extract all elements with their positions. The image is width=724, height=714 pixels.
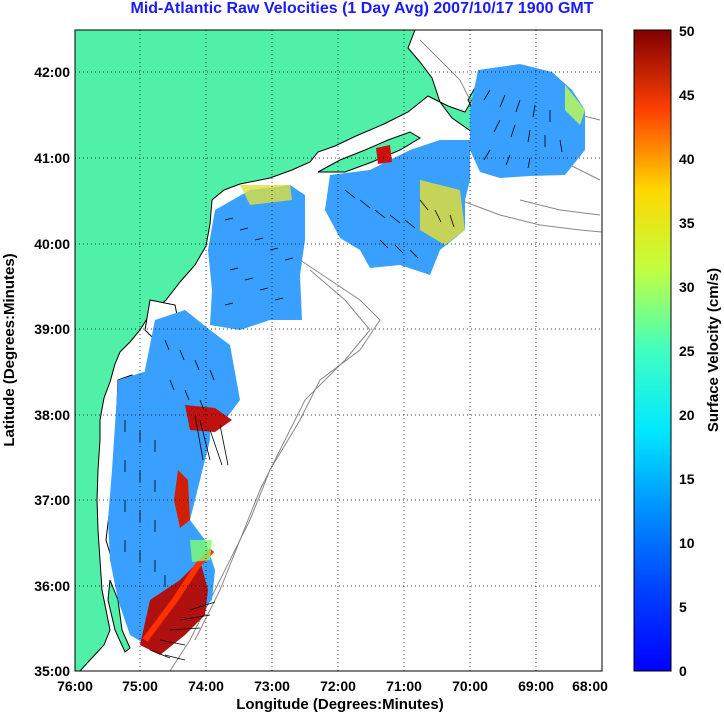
velocity-hotspot-nc [140, 560, 208, 655]
colorbar-tick-label: 40 [679, 151, 695, 167]
velocity-warm-li [420, 180, 465, 245]
y-axis: 42:00 41:00 40:00 39:00 38:00 37:00 36:0… [1, 64, 70, 679]
y-tick-label: 39:00 [34, 321, 70, 337]
y-tick-label: 36:00 [34, 578, 70, 594]
colorbar-tick-label: 15 [679, 471, 695, 487]
x-tick-label: 73:00 [254, 678, 290, 694]
y-tick-label: 42:00 [34, 64, 70, 80]
long-island [317, 131, 421, 173]
y-axis-label: Latitude (Degrees:Minutes) [1, 253, 18, 446]
velocity-region-nj [208, 185, 305, 330]
x-tick-label: 71:00 [386, 678, 422, 694]
x-tick-label: 76:00 [57, 678, 93, 694]
colorbar-tick-label: 35 [679, 215, 695, 231]
velocity-warm-va [190, 540, 212, 562]
velocity-hotspot-li [376, 145, 392, 164]
x-tick-label: 68:00 [572, 678, 608, 694]
velocity-region-north [470, 64, 585, 178]
x-tick-label: 74:00 [188, 678, 224, 694]
colorbar-tick-label: 25 [679, 343, 695, 359]
y-tick-label: 40:00 [34, 236, 70, 252]
y-tick-label: 37:00 [34, 492, 70, 508]
velocity-field [108, 64, 585, 655]
y-tick-label: 38:00 [34, 407, 70, 423]
colorbar-tick-label: 5 [679, 599, 687, 615]
colorbar-label: Surface Velocity (cm/s) [705, 268, 722, 432]
colorbar-tick-label: 20 [679, 407, 695, 423]
velocity-warm-north [565, 85, 585, 125]
colorbar-gradient [633, 29, 672, 672]
colorbar-tick-label: 50 [679, 23, 695, 39]
map-plot-area [74, 29, 603, 672]
velocity-hotspot-va [174, 470, 190, 528]
y-tick-label: 41:00 [34, 150, 70, 166]
x-axis: 76:00 75:00 74:00 73:00 72:00 71:00 70:0… [57, 678, 608, 713]
colorbar-tick-label: 10 [679, 535, 695, 551]
outer-banks [107, 579, 131, 653]
colorbar: 50 45 40 35 30 25 20 15 10 5 0 Surface V… [633, 23, 722, 679]
velocity-warm-nj [240, 185, 292, 205]
x-tick-label: 69:00 [518, 678, 554, 694]
chart-title: Mid-Atlantic Raw Velocities (1 Day Avg) … [130, 0, 594, 17]
x-tick-label: 70:00 [452, 678, 488, 694]
colorbar-tick-label: 45 [679, 87, 695, 103]
velocity-region-li [325, 140, 470, 275]
x-tick-label: 72:00 [320, 678, 356, 694]
x-tick-label: 75:00 [122, 678, 158, 694]
y-tick-label: 35:00 [34, 663, 70, 679]
colorbar-tick-label: 30 [679, 279, 695, 295]
map-grid [75, 30, 602, 671]
colorbar-tick-label: 0 [679, 663, 687, 679]
x-axis-label: Longitude (Degrees:Minutes) [236, 696, 444, 713]
